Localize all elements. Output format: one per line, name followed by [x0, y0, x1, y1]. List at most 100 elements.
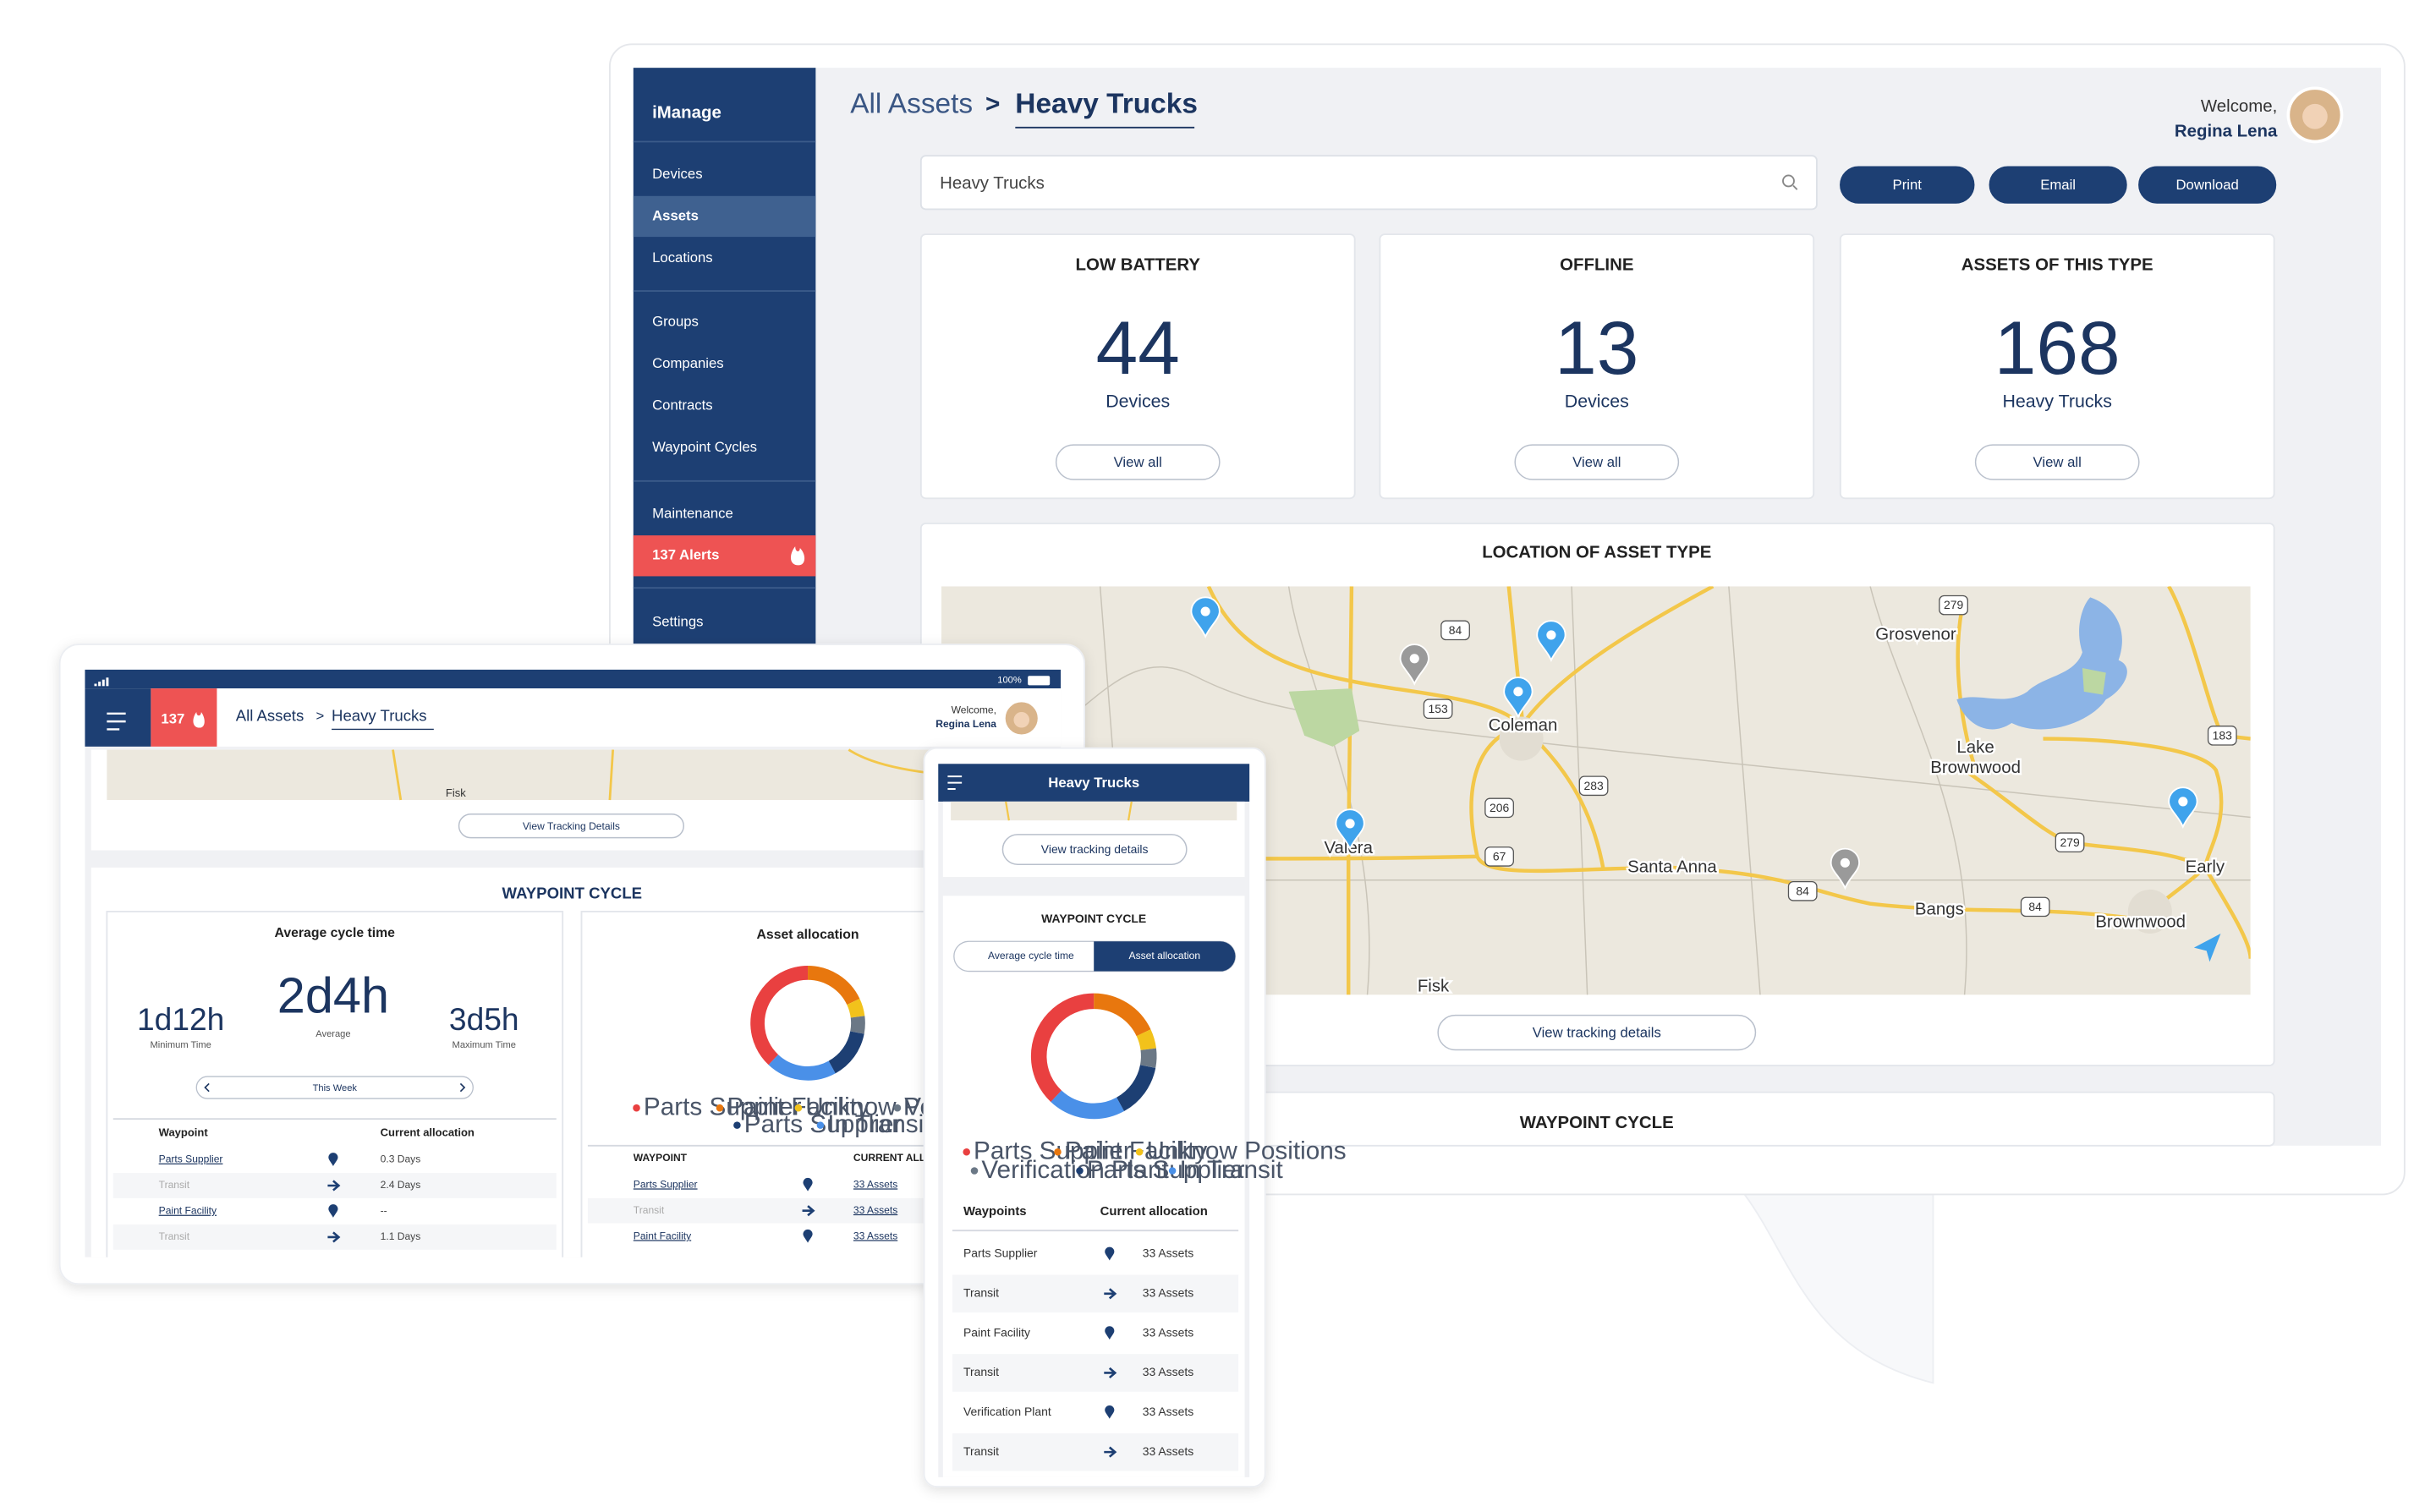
- donut-segment: [750, 966, 865, 1081]
- highway-shield: [2020, 896, 2050, 918]
- button-label: View tracking details: [1533, 1024, 1661, 1040]
- nav-item: Contracts: [652, 397, 713, 413]
- waypoint-name: Paint Facility: [159, 1205, 217, 1217]
- map-road: [1005, 801, 1133, 821]
- menu-button[interactable]: [85, 688, 151, 747]
- stat-card: [1839, 233, 2275, 500]
- button[interactable]: [1055, 444, 1221, 480]
- button-label: Print: [1893, 177, 1923, 193]
- alert-badge[interactable]: [151, 688, 217, 747]
- card-title: WAYPOINT CYCLE: [502, 884, 643, 901]
- button[interactable]: [2138, 166, 2277, 204]
- nav-item: Settings: [652, 613, 703, 629]
- map-pin: [1190, 596, 1221, 639]
- stat-card: [1379, 233, 1815, 500]
- map-strip: [951, 801, 1237, 821]
- map-place: Fisk: [446, 786, 466, 799]
- legend-swatch: [733, 1121, 741, 1129]
- card-title: LOCATION OF ASSET TYPE: [1482, 544, 1711, 562]
- button[interactable]: [1514, 444, 1680, 480]
- highway-shield: [1484, 797, 1514, 819]
- nav-alert: [633, 535, 816, 577]
- button[interactable]: [1974, 444, 2140, 480]
- map-pin-dot: [1546, 630, 1556, 640]
- avatar-face: [1013, 711, 1030, 728]
- donut-segment: [750, 966, 865, 1081]
- map-pin-dot: [1200, 606, 1210, 616]
- legend-swatch: [1168, 1167, 1177, 1175]
- map-place: Brownwood: [2095, 912, 2186, 931]
- stat-value: 3d5h: [449, 1001, 519, 1037]
- search-box[interactable]: [919, 155, 1818, 211]
- button[interactable]: [1437, 1014, 1757, 1051]
- highway-number: 279: [2060, 835, 2079, 849]
- highway-shield: [1484, 846, 1514, 867]
- map-place: Fisk: [1418, 978, 1450, 996]
- highway-number: 153: [1429, 702, 1448, 715]
- highway-number: 84: [1449, 623, 1462, 637]
- allocation-value: 33 Assets: [853, 1204, 897, 1216]
- map-pin-dot: [1840, 857, 1850, 868]
- card-value: 13: [1555, 305, 1638, 390]
- highway-shield: [1423, 698, 1453, 720]
- donut-segment: [1030, 993, 1157, 1120]
- search-icon: [1782, 174, 1795, 188]
- button-label: Download: [2175, 177, 2238, 193]
- highway-number: 283: [1583, 779, 1603, 792]
- stat-card: [919, 233, 1356, 500]
- allocation-value: 33 Assets: [1143, 1325, 1193, 1339]
- arrow-icon: [802, 1205, 815, 1217]
- signal-icon: [98, 682, 102, 687]
- map-pin: [1335, 808, 1365, 851]
- welcome: Welcome,: [952, 704, 996, 715]
- map-road: [1956, 596, 1978, 770]
- legend-swatch: [794, 1104, 803, 1112]
- map-lake: [1956, 597, 2127, 730]
- breadcrumb-sep: >: [985, 90, 1000, 118]
- button[interactable]: [1001, 834, 1188, 865]
- allocation-value: 2.4 Days: [381, 1179, 421, 1191]
- card-value: 168: [1994, 305, 2121, 390]
- nav-item: Locations: [652, 249, 713, 266]
- waypoint-name: Transit: [963, 1286, 999, 1300]
- map-pin-dot: [1345, 819, 1355, 829]
- signal-icon: [102, 679, 105, 687]
- donut-segment: [1030, 993, 1157, 1120]
- legend-swatch: [816, 1121, 825, 1129]
- period-selector[interactable]: [195, 1076, 474, 1099]
- card-unit: Heavy Trucks: [2003, 392, 2112, 412]
- highway-shield: [1440, 620, 1470, 641]
- card-unit: Devices: [1106, 392, 1170, 412]
- tab-active[interactable]: [1094, 941, 1236, 972]
- period-label: This Week: [313, 1083, 358, 1093]
- allocation-value: 33 Assets: [1143, 1365, 1193, 1378]
- waypoint-name: Transit: [634, 1204, 665, 1216]
- map-pin: [1536, 620, 1566, 663]
- map-place: Lake: [1956, 738, 1994, 757]
- map-road: [392, 749, 403, 801]
- waypoint-name: Parts Supplier: [963, 1246, 1038, 1260]
- card-title: LOW BATTERY: [1075, 256, 1200, 275]
- button[interactable]: [458, 814, 685, 839]
- map-road: [608, 749, 615, 801]
- donut-segment: [1030, 993, 1157, 1120]
- map-pin: [1830, 847, 1861, 890]
- column-header: WAYPOINT: [634, 1152, 688, 1164]
- button-label: View all: [1114, 454, 1162, 470]
- status-bar: [85, 669, 1062, 689]
- legend-label: Parts Supplier: [1087, 1156, 1245, 1184]
- allocation-value: 33 Assets: [1143, 1246, 1193, 1260]
- donut-segment: [750, 966, 865, 1081]
- table-row-bg: [952, 1433, 1239, 1471]
- arrow-icon: [327, 1231, 341, 1243]
- button-label: View all: [2033, 454, 2082, 470]
- column-header: CURRENT ALL: [853, 1152, 925, 1164]
- nav-item: Waypoint Cycles: [652, 439, 757, 455]
- waypoint-name: Transit: [963, 1365, 999, 1378]
- highway-shield: [1787, 880, 1818, 901]
- card-title: WAYPOINT CYCLE: [1041, 912, 1146, 925]
- button[interactable]: [1989, 166, 2127, 204]
- map-road: [2203, 866, 2251, 959]
- button[interactable]: [1840, 166, 1975, 204]
- tab: Average cycle time: [988, 950, 1074, 961]
